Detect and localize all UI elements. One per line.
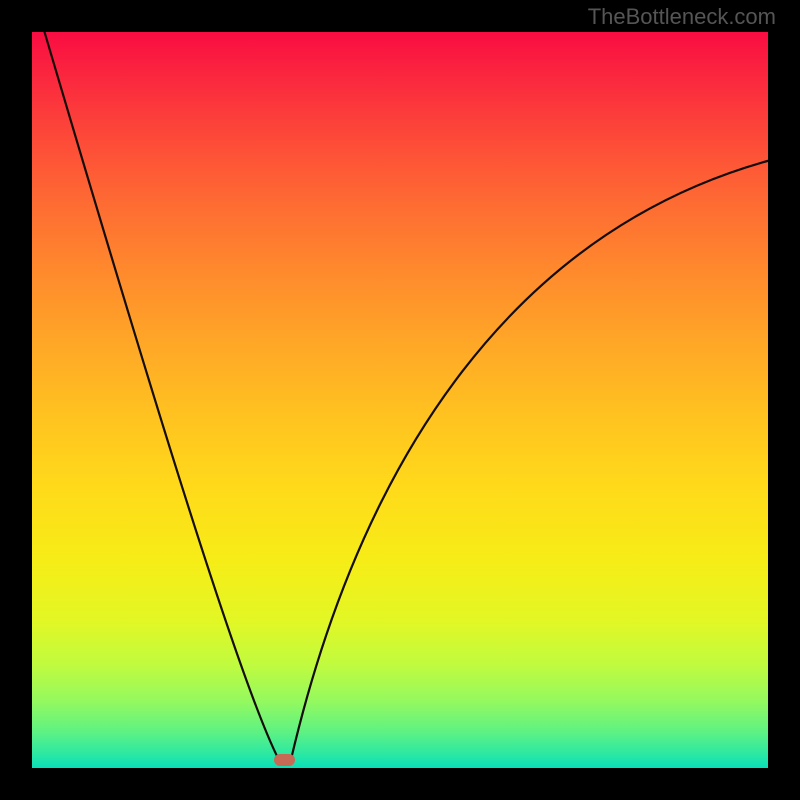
optimal-point-marker [274, 754, 295, 767]
watermark-text: TheBottleneck.com [588, 4, 776, 30]
chart-container: TheBottleneck.com [0, 0, 800, 800]
bottleneck-curve [32, 32, 768, 768]
plot-area [32, 32, 768, 768]
